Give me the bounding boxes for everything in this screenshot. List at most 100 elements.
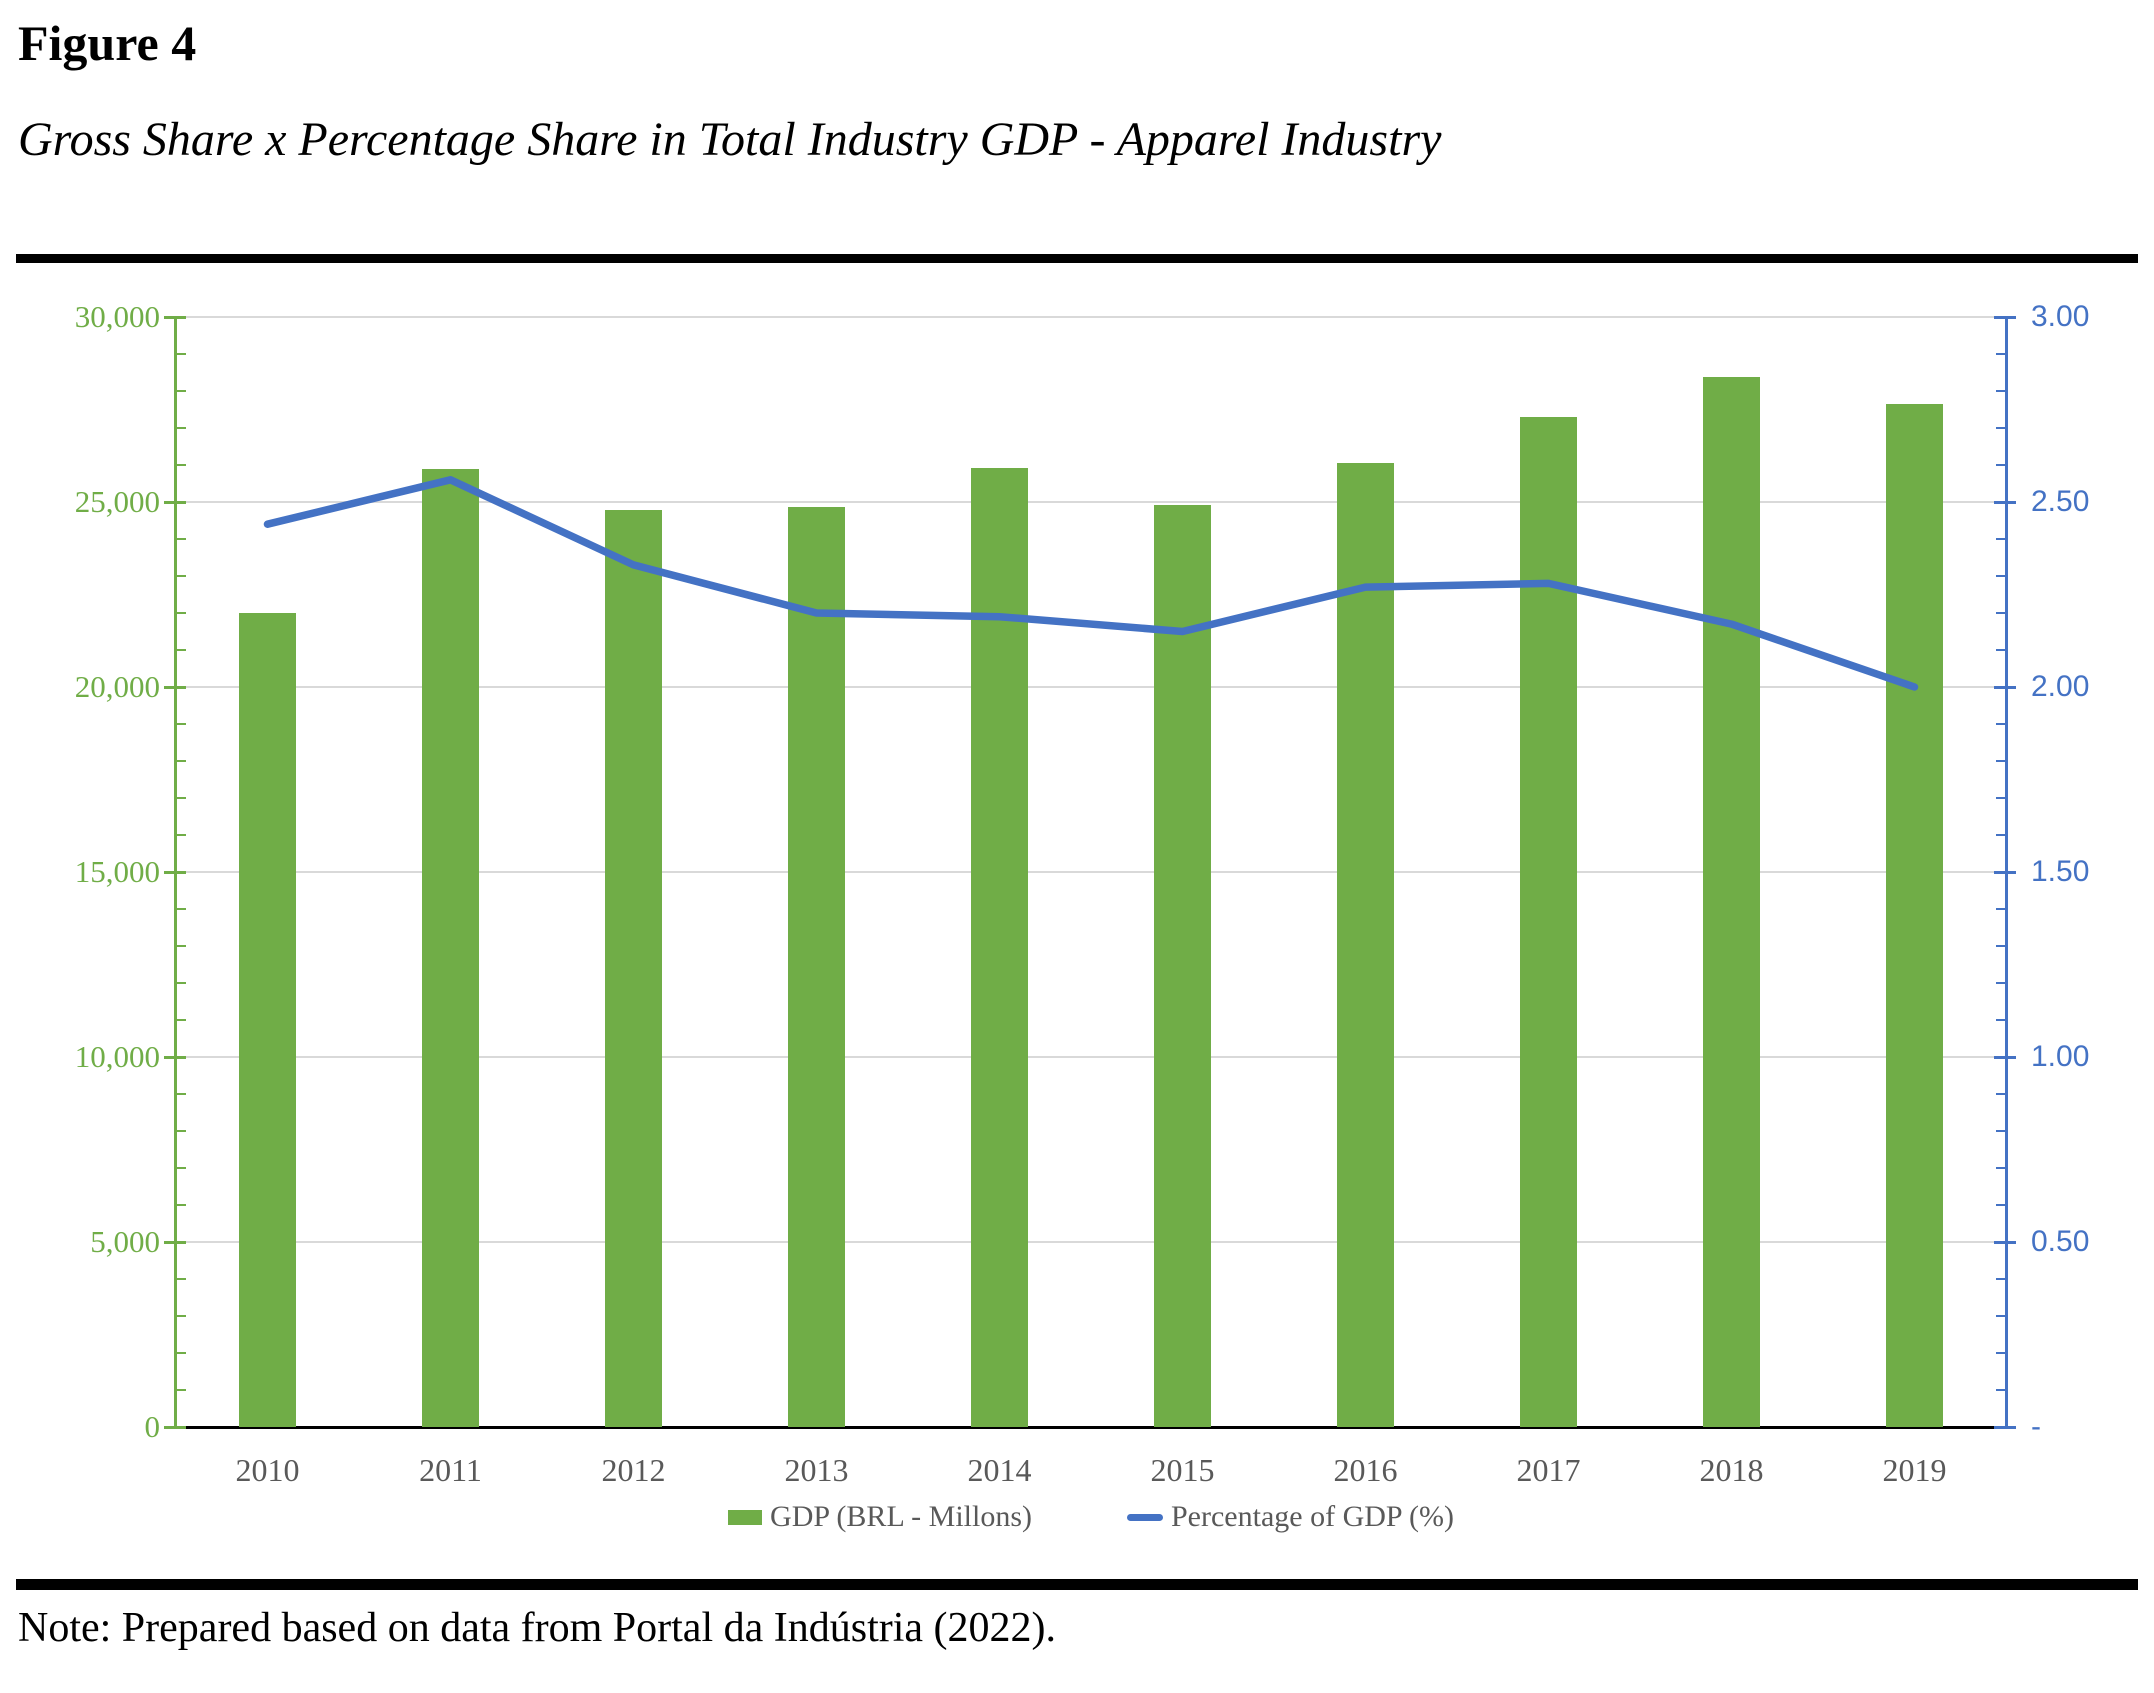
- right-minor-tick: [1996, 538, 2006, 540]
- bar: [605, 509, 662, 1427]
- right-minor-tick: [1996, 612, 2006, 614]
- right-minor-tick: [1996, 1389, 2006, 1391]
- legend-item-percentage: Percentage of GDP (%): [1127, 1500, 1454, 1534]
- right-major-tick: [1994, 1241, 2016, 1244]
- left-major-tick: [164, 501, 186, 504]
- left-minor-tick: [176, 1278, 186, 1280]
- right-minor-tick: [1996, 1167, 2006, 1169]
- bar: [971, 468, 1028, 1427]
- right-minor-tick: [1996, 1093, 2006, 1095]
- right-tick-label: 3.00: [2031, 300, 2090, 333]
- left-tick-label: 30,000: [74, 299, 160, 334]
- left-minor-tick: [176, 612, 186, 614]
- right-minor-tick: [1996, 353, 2006, 355]
- bar: [1886, 404, 1943, 1427]
- bar: [1154, 504, 1211, 1427]
- left-minor-tick: [176, 464, 186, 466]
- right-minor-tick: [1996, 1130, 2006, 1132]
- right-minor-tick: [1996, 797, 2006, 799]
- bar: [239, 613, 296, 1427]
- left-minor-tick: [176, 1389, 186, 1391]
- right-minor-tick: [1996, 723, 2006, 725]
- left-tick-label: 20,000: [74, 669, 160, 704]
- right-tick-label: 1.50: [2031, 855, 2090, 888]
- bar: [1520, 416, 1577, 1427]
- gridline: [176, 316, 2006, 318]
- right-tick-label: -: [2031, 1410, 2041, 1443]
- right-minor-tick: [1996, 908, 2006, 910]
- right-minor-tick: [1996, 1352, 2006, 1354]
- left-tick-label: 5,000: [90, 1224, 160, 1259]
- left-major-tick: [164, 1426, 186, 1429]
- x-tick-label: 2011: [419, 1452, 482, 1488]
- x-tick-label: 2016: [1333, 1452, 1398, 1488]
- left-tick-label: 25,000: [74, 484, 160, 519]
- right-minor-tick: [1996, 390, 2006, 392]
- left-minor-tick: [176, 1204, 186, 1206]
- percentage-line-swatch: [1127, 1513, 1163, 1521]
- x-tick-label: 2017: [1516, 1452, 1581, 1488]
- left-minor-tick: [176, 1352, 186, 1354]
- bar: [1703, 376, 1760, 1427]
- left-minor-tick: [176, 575, 186, 577]
- right-tick-label: 2.50: [2031, 485, 2090, 518]
- left-major-tick: [164, 1056, 186, 1059]
- note-text: Note: Prepared based on data from Portal…: [18, 1605, 1057, 1651]
- left-minor-tick: [176, 1130, 186, 1132]
- gridline: [176, 1056, 2006, 1058]
- left-minor-tick: [176, 1093, 186, 1095]
- left-minor-tick: [176, 649, 186, 651]
- legend-item-gdp: GDP (BRL - Millons): [728, 1500, 1032, 1534]
- bottom-divider: [16, 1579, 2138, 1590]
- left-tick-label: 15,000: [74, 854, 160, 889]
- x-tick-label: 2012: [601, 1452, 666, 1488]
- bar: [788, 506, 845, 1427]
- left-tick-label: 0: [144, 1409, 161, 1444]
- x-axis-line: [176, 1426, 2006, 1429]
- bar: [1337, 463, 1394, 1427]
- figure-title: Gross Share x Percentage Share in Total …: [18, 113, 1442, 166]
- right-minor-tick: [1996, 649, 2006, 651]
- percentage-of-gdp-line: [263, 476, 1919, 691]
- right-major-tick: [1994, 316, 2016, 319]
- x-tick-label: 2015: [1150, 1452, 1215, 1488]
- legend-label-gdp: GDP (BRL - Millons): [770, 1500, 1032, 1533]
- legend-label-percentage: Percentage of GDP (%): [1171, 1500, 1454, 1533]
- left-major-tick: [164, 316, 186, 319]
- left-major-tick: [164, 1241, 186, 1244]
- left-minor-tick: [176, 1019, 186, 1021]
- left-tick-label: 10,000: [74, 1039, 160, 1074]
- right-major-tick: [1994, 686, 2016, 689]
- right-minor-tick: [1996, 1315, 2006, 1317]
- bar: [422, 469, 479, 1427]
- right-minor-tick: [1996, 760, 2006, 762]
- right-minor-tick: [1996, 427, 2006, 429]
- gridline: [176, 1241, 2006, 1243]
- x-tick-label: 2014: [967, 1452, 1032, 1488]
- right-major-tick: [1994, 871, 2016, 874]
- gdp-bar-swatch: [728, 1509, 763, 1525]
- left-minor-tick: [176, 390, 186, 392]
- legend: GDP (BRL - Millons) Percentage of GDP (%…: [176, 1500, 2006, 1534]
- left-minor-tick: [176, 834, 186, 836]
- right-minor-tick: [1996, 464, 2006, 466]
- right-tick-label: 1.00: [2031, 1040, 2090, 1073]
- right-minor-tick: [1996, 945, 2006, 947]
- left-major-tick: [164, 686, 186, 689]
- left-minor-tick: [176, 908, 186, 910]
- right-tick-label: 0.50: [2031, 1225, 2090, 1258]
- gridline: [176, 871, 2006, 873]
- left-minor-tick: [176, 760, 186, 762]
- right-minor-tick: [1996, 1278, 2006, 1280]
- left-minor-tick: [176, 1315, 186, 1317]
- left-minor-tick: [176, 427, 186, 429]
- figure-label: Figure 4: [18, 15, 197, 71]
- left-minor-tick: [176, 353, 186, 355]
- x-tick-label: 2018: [1699, 1452, 1764, 1488]
- left-major-tick: [164, 871, 186, 874]
- right-tick-label: 2.00: [2031, 670, 2090, 703]
- right-major-tick: [1994, 1056, 2016, 1059]
- right-minor-tick: [1996, 575, 2006, 577]
- right-minor-tick: [1996, 982, 2006, 984]
